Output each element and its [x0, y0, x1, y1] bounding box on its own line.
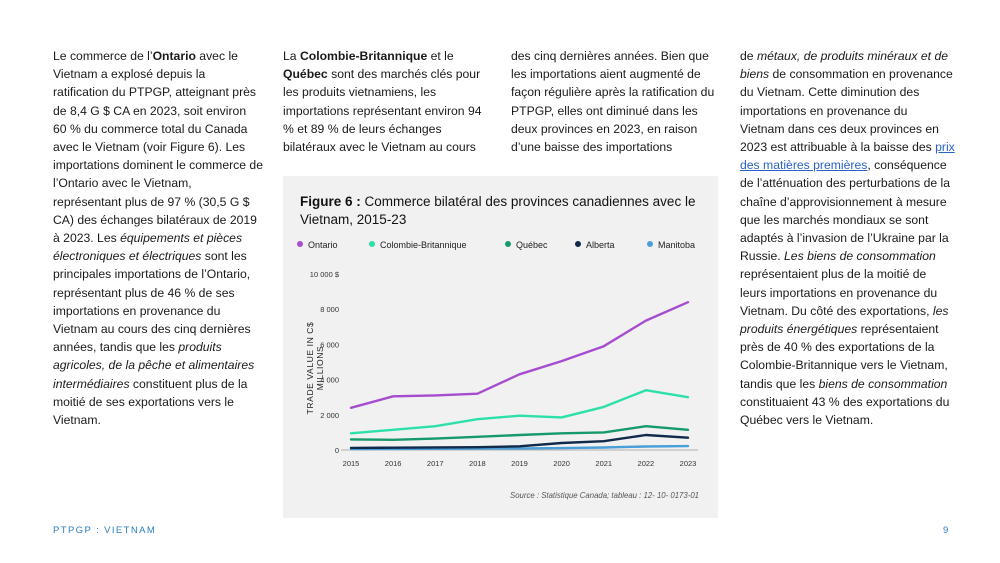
text-column-2: La Colombie-Britannique et le Québec son… — [283, 47, 488, 156]
x-tick-label: 2020 — [553, 459, 570, 468]
text-column-3: des cinq dernières années. Bien que les … — [511, 47, 726, 156]
paragraph: Le commerce de l’Ontario avec le Vietnam… — [53, 47, 263, 429]
series-line-alberta — [349, 433, 690, 450]
italic-text: métaux, de produits minéraux et de biens — [740, 49, 948, 82]
legend-marker — [369, 241, 375, 247]
bold-text: Ontario — [152, 49, 196, 63]
italic-text: produits agricoles, de la pêche et alime… — [53, 340, 255, 391]
text-run: de consommation en provenance du Vietnam… — [740, 67, 953, 155]
paragraph: des cinq dernières années. Bien que les … — [511, 47, 726, 156]
text-run: de — [740, 49, 757, 63]
text-run: La — [283, 49, 300, 63]
x-tick-label: 2017 — [427, 459, 444, 468]
paragraph: de métaux, de produits minéraux et de bi… — [740, 47, 955, 429]
y-tick-label: 8 000 — [320, 305, 339, 314]
legend-marker — [647, 241, 653, 247]
text-run: sont les principales importations de l’O… — [53, 249, 251, 355]
text-column-4: de métaux, de produits minéraux et de bi… — [740, 47, 955, 429]
text-run: représentaient plus de la moitié de leur… — [740, 267, 938, 318]
text-column-1: Le commerce de l’Ontario avec le Vietnam… — [53, 47, 263, 429]
x-tick-label: 2019 — [511, 459, 528, 468]
y-tick-label: 6 000 — [320, 340, 339, 349]
legend-item: Ontario — [297, 240, 338, 250]
line-chart: 0 2 000 4 000 6 000 8 000 10 000 $ 2015 2016 201… — [310, 270, 698, 468]
series-line-colombie-britannique — [349, 388, 690, 435]
y-tick-label: 10 000 $ — [310, 270, 340, 279]
bold-text: Québec — [283, 67, 328, 82]
text-run: des cinq dernières années. Bien que les … — [511, 49, 715, 155]
text-run: constituent plus de la moitié de ses exp… — [53, 376, 248, 428]
figure-6: Figure 6 : Commerce bilatéral des provin… — [283, 176, 718, 518]
italic-text: les produits énergétiques — [740, 303, 949, 337]
figure-title: Figure 6 : Commerce bilatéral des provin… — [300, 193, 705, 229]
figure-title-text: Commerce bilatéral des provinces canadie… — [300, 194, 696, 227]
legend-label: Québec — [516, 240, 548, 250]
x-tick-label: 2022 — [638, 459, 655, 468]
page-number: 9 — [943, 525, 949, 536]
legend-marker — [505, 241, 511, 247]
y-tick-label: 2 000 — [320, 411, 339, 420]
x-tick-label: 2016 — [385, 459, 402, 468]
legend-item: Alberta — [575, 240, 615, 250]
legend-label: Colombie-Britannique — [380, 240, 467, 250]
legend-label: Ontario — [308, 240, 338, 250]
text-link[interactable]: prix des matières premières — [740, 140, 955, 173]
y-tick-label: 4 000 — [320, 376, 339, 385]
legend-item: Québec — [505, 240, 548, 250]
text-run: et le — [427, 49, 454, 63]
legend-label: Manitoba — [658, 240, 696, 250]
figure-label: Figure 6 : — [300, 194, 361, 209]
legend-item: Manitoba — [647, 240, 695, 250]
chart-legend: Ontario Colombie-Britannique Québec Alberta… — [297, 240, 707, 254]
footer-title: PTPGP : VIETNAM — [53, 525, 157, 536]
text-run: Le commerce de l’ — [53, 49, 153, 63]
figure-source: Source : Statistique Canada; tableau : 1… — [510, 491, 699, 500]
text-run: sont des marchés clés pour les produits … — [283, 67, 482, 155]
text-run: constituaient 43 % des exportations du Q… — [740, 394, 950, 428]
y-tick-label: 0 — [335, 446, 339, 455]
series-line-manitoba — [349, 444, 690, 451]
legend-label: Alberta — [586, 240, 615, 250]
paragraph: La Colombie-Britannique et le Québec son… — [283, 47, 488, 156]
legend-marker — [575, 241, 581, 247]
text-run: représentaient près de 40 % des exportat… — [740, 322, 948, 391]
series-line-ontario — [349, 300, 690, 410]
x-tick-label: 2015 — [343, 459, 360, 468]
italic-text: équipements et pièces électroniques et é… — [53, 231, 243, 264]
x-tick-label: 2018 — [469, 459, 486, 468]
italic-text: Les biens de consommation — [784, 249, 936, 264]
legend-marker — [297, 241, 303, 247]
series-line-qu-bec — [349, 424, 690, 441]
legend-item: Colombie-Britannique — [369, 240, 467, 250]
italic-text: biens de consommation — [818, 376, 948, 391]
text-run: avec le Vietnam a explosé depuis la rati… — [53, 49, 263, 246]
x-tick-label: 2023 — [680, 459, 697, 468]
x-tick-label: 2021 — [595, 459, 612, 468]
text-run: , conséquence de l’atténuation des pertu… — [740, 158, 951, 264]
bold-text: Colombie-Britannique — [299, 49, 428, 63]
